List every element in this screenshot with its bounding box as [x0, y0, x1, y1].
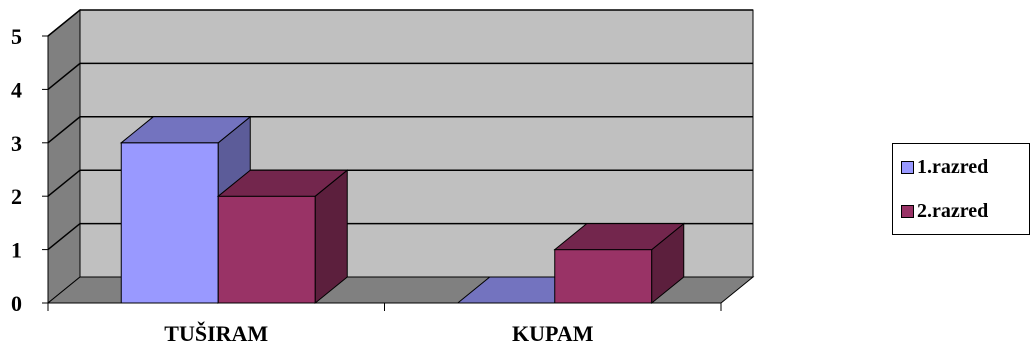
bar-top [216, 169, 349, 197]
bar-1-1 [553, 222, 686, 305]
side-wall [47, 8, 81, 305]
y-tick-label: 1 [11, 238, 22, 263]
bar-chart: 0 1 2 3 4 5 TUŠIRAM KUPAM [11, 8, 755, 346]
y-tick-label: 3 [11, 131, 22, 156]
legend-swatch-series-1 [901, 161, 914, 174]
gridline [47, 9, 753, 37]
y-tick-label: 0 [11, 291, 22, 316]
y-tick-label: 5 [11, 24, 22, 49]
bar-top [553, 223, 686, 251]
legend-item-series-2: 2.razred [901, 200, 988, 223]
bar-front [554, 249, 653, 304]
y-tick-label: 4 [11, 77, 22, 102]
gridlines [47, 9, 753, 251]
bar-front [217, 195, 316, 304]
x-category-label: TUŠIRAM [164, 321, 268, 346]
axes [42, 35, 722, 311]
bar-front [120, 142, 219, 304]
legend-label-series-1: 1.razred [917, 156, 989, 178]
bars [119, 115, 686, 305]
x-category-label: KUPAM [512, 321, 594, 346]
bar-top [119, 116, 252, 144]
legend-swatch-series-2 [901, 205, 914, 218]
y-tick-labels: 0 1 2 3 4 5 [11, 24, 22, 316]
gridline [47, 116, 753, 144]
y-tick-label: 2 [11, 184, 22, 209]
gridline [47, 222, 753, 251]
legend-label-series-2: 2.razred [917, 200, 989, 222]
gridline [47, 169, 753, 197]
legend-item-series-1: 1.razred [901, 156, 988, 179]
legend: 1.razred 2.razred [892, 143, 1030, 235]
gridline [47, 62, 753, 90]
bar-0-1 [216, 169, 349, 305]
x-category-labels: TUŠIRAM KUPAM [164, 321, 593, 346]
